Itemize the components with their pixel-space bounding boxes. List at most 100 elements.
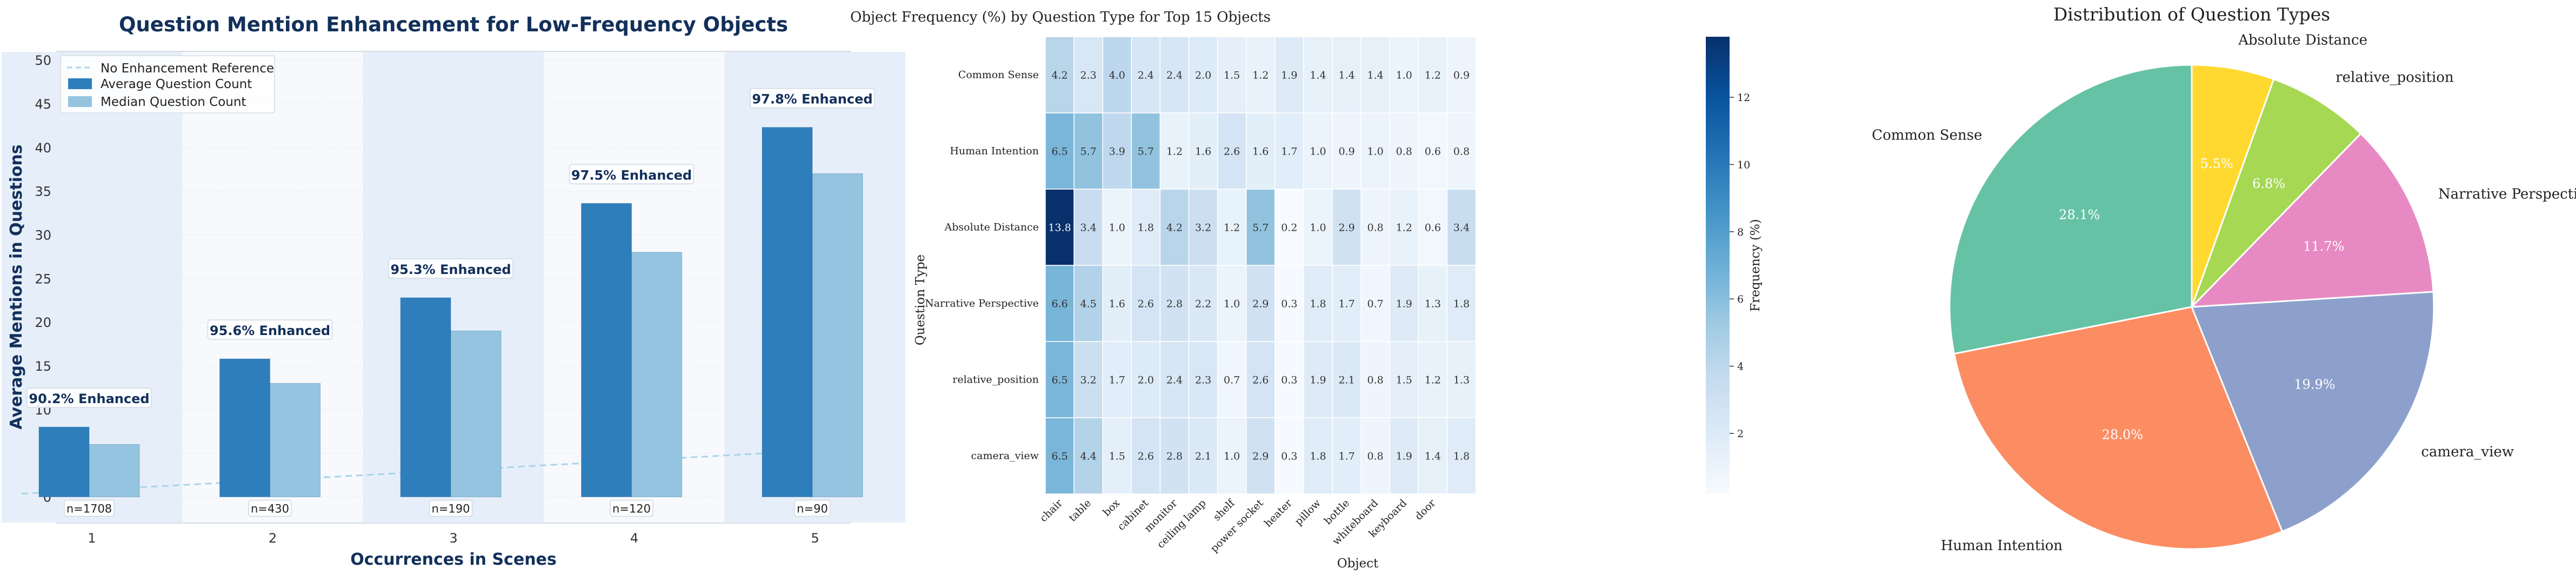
heatmap-row-label: camera_view xyxy=(971,450,1039,462)
sample-size-box xyxy=(610,499,653,517)
x-tick-label: 4 xyxy=(630,531,638,546)
heatmap-value: 1.5 xyxy=(1109,451,1125,463)
heatmap-cell xyxy=(1446,189,1477,266)
sample-size-label: n=1708 xyxy=(64,499,115,517)
heatmap-column-label: table xyxy=(1066,497,1093,524)
colorbar-tick-label: 6 xyxy=(1737,293,1744,305)
heatmap-value: 6.5 xyxy=(1051,374,1067,386)
heatmap-cell xyxy=(1102,189,1132,266)
heatmap-cell xyxy=(1131,341,1161,418)
heatmap-cell xyxy=(1131,417,1161,494)
heatmap-value: 1.8 xyxy=(1453,451,1470,463)
annotation-box xyxy=(388,258,513,279)
heatmap-value: 0.8 xyxy=(1367,222,1384,234)
heatmap-cell xyxy=(1131,189,1161,266)
heatmap-value: 3.4 xyxy=(1080,222,1097,234)
annotation-text: 97.8% Enhanced xyxy=(752,92,872,107)
heatmap-cell xyxy=(1217,36,1247,113)
pie-percent-label: 5.5% xyxy=(2200,156,2233,171)
bar-chart-title: Question Mention Enhancement for Low-Fre… xyxy=(119,13,788,36)
heatmap-value: 4.2 xyxy=(1166,222,1183,234)
legend-median-label: Median Question Count xyxy=(101,95,246,109)
heatmap-value: 1.7 xyxy=(1109,374,1125,386)
heatmap-value: 2.0 xyxy=(1195,70,1211,82)
pie-chart-title: Distribution of Question Types xyxy=(2053,4,2330,25)
heatmap-y-label: Question Type xyxy=(913,255,927,345)
heatmap-cell xyxy=(1131,112,1161,190)
heatmap-value: 1.7 xyxy=(1338,451,1354,463)
heatmap-value: 0.8 xyxy=(1367,451,1384,463)
heatmap-cell xyxy=(1389,341,1419,418)
heatmap-cell xyxy=(1188,417,1218,494)
heatmap-value: 4.0 xyxy=(1109,70,1125,82)
x-tick-label: 2 xyxy=(269,531,277,546)
heatmap-value: 0.3 xyxy=(1281,298,1297,310)
heatmap-cell xyxy=(1418,265,1448,342)
pie-category-label: Narrative Perspective xyxy=(2438,186,2576,203)
heatmap-value: 2.9 xyxy=(1252,298,1269,310)
colorbar-label: Frequency (%) xyxy=(1749,219,1763,312)
pie-slice xyxy=(2191,64,2275,307)
heatmap-column-label: box xyxy=(1100,497,1122,519)
heatmap-value: 0.8 xyxy=(1453,146,1470,158)
heatmap-column-label: chair xyxy=(1038,497,1065,524)
heatmap-value: 2.0 xyxy=(1138,374,1154,386)
heatmap-cell xyxy=(1274,112,1304,190)
heatmap-cell xyxy=(1073,417,1103,494)
legend-frame xyxy=(60,55,275,113)
average-bar xyxy=(762,127,813,497)
heatmap-value: 1.6 xyxy=(1195,146,1211,158)
annotation-text: 97.5% Enhanced xyxy=(571,168,692,183)
annotation-text: 95.6% Enhanced xyxy=(210,323,330,338)
pie-labels: 28.1% Common Sense 28.0% Human Intention 19.… xyxy=(1872,32,2576,554)
heatmap-value: 1.8 xyxy=(1310,298,1326,310)
heatmap-value: 2.1 xyxy=(1195,451,1211,463)
heatmap-value: 3.9 xyxy=(1109,146,1125,158)
legend-reference-label: No Enhancement Reference xyxy=(101,62,274,76)
heatmap-cell xyxy=(1332,36,1362,113)
heatmap-cell xyxy=(1274,417,1304,494)
heatmap-cell xyxy=(1332,341,1362,418)
pie-slice xyxy=(2190,291,2435,533)
y-tick-label: 15 xyxy=(35,359,51,374)
enhancement-annotation: 95.6% Enhanced xyxy=(207,319,333,340)
heatmap-cell xyxy=(1073,341,1103,418)
pie-slice xyxy=(1948,64,2193,355)
heatmap-cell xyxy=(1418,36,1448,113)
heatmap-cell xyxy=(1188,341,1218,418)
pie-slices xyxy=(1948,64,2435,550)
heatmap-cell xyxy=(1332,417,1362,494)
heatmap-value: 1.2 xyxy=(1224,222,1240,234)
y-tick-label: 40 xyxy=(35,141,51,156)
annotation-box xyxy=(26,387,152,408)
colorbar-ticks: 2 4 6 8 10 12 xyxy=(1730,92,1750,440)
heatmap-cell xyxy=(1188,265,1218,342)
heatmap-value: 3.4 xyxy=(1453,222,1470,234)
heatmap-value: 1.8 xyxy=(1310,451,1326,463)
heatmap-value: 1.4 xyxy=(1367,70,1384,82)
sample-size-box xyxy=(64,499,115,517)
y-tick-label: 35 xyxy=(35,184,51,199)
heatmap-value: 1.0 xyxy=(1367,146,1384,158)
y-tick-label: 20 xyxy=(35,315,51,330)
y-tick-label: 45 xyxy=(35,97,51,112)
heatmap-value: 0.3 xyxy=(1281,451,1297,463)
pie-category-label: Common Sense xyxy=(1872,127,1982,143)
average-bar xyxy=(581,203,632,497)
legend-average-swatch xyxy=(68,78,92,89)
sample-size-box xyxy=(429,499,473,517)
heatmap-cell xyxy=(1332,265,1362,342)
pie-percent-label: 28.1% xyxy=(2059,207,2100,222)
average-bar xyxy=(400,297,451,498)
sample-size-text: n=430 xyxy=(251,503,289,516)
bar-chart-x-ticks: 1 2 3 4 5 xyxy=(88,531,819,546)
heatmap-value: 1.2 xyxy=(1396,222,1412,234)
annotation-box xyxy=(569,164,695,185)
heatmap-value: 1.0 xyxy=(1310,146,1326,158)
heatmap-value: 1.9 xyxy=(1396,451,1412,463)
heatmap-cell xyxy=(1303,112,1333,190)
median-bar xyxy=(450,330,502,497)
heatmap-value: 4.4 xyxy=(1080,451,1097,463)
heatmap-cell xyxy=(1102,417,1132,494)
